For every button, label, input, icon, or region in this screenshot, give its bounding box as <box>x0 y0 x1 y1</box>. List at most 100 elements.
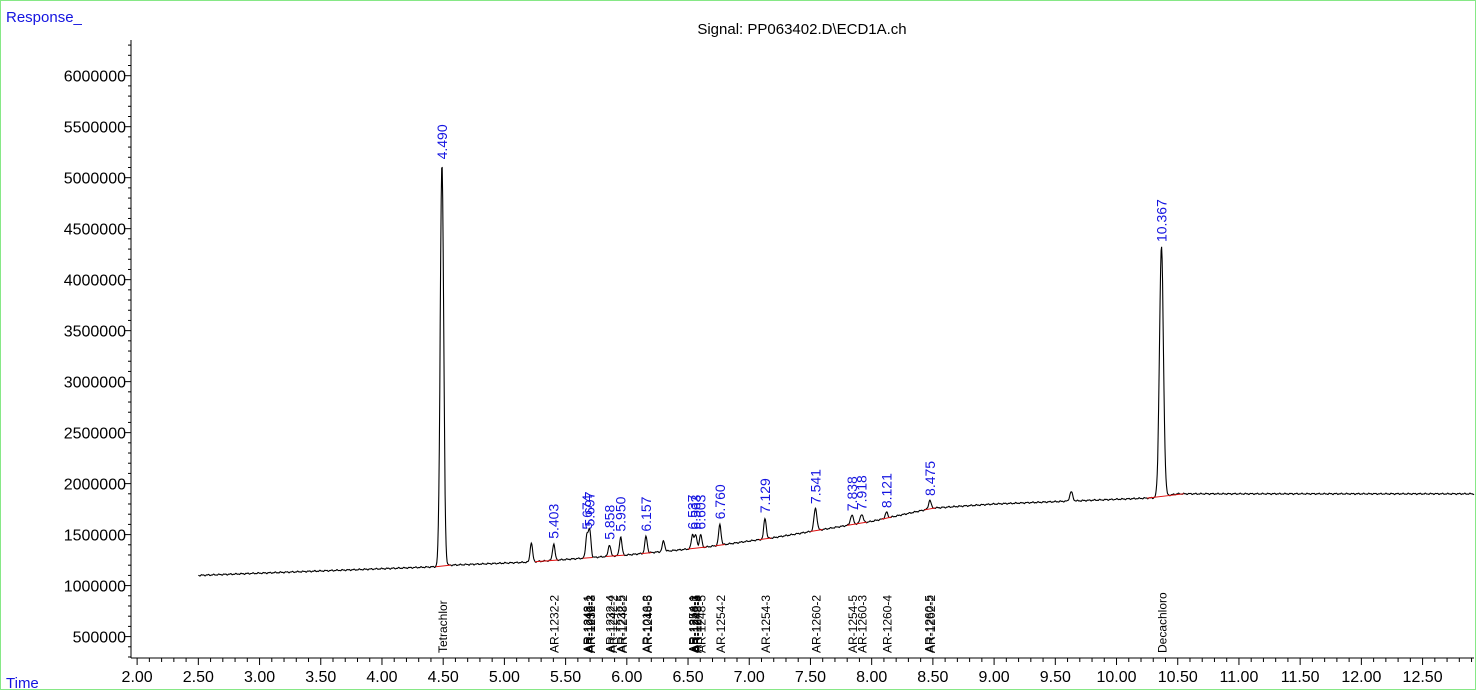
y-tick-label: 2000000 <box>64 477 126 494</box>
compound-label: AR-1260-5 <box>923 595 937 653</box>
compound-label: AR-1260-2 <box>809 595 823 653</box>
retention-time-label: 4.490 <box>434 124 450 159</box>
y-tick-label: 500000 <box>73 630 126 647</box>
x-tick-label: 2.50 <box>183 669 214 686</box>
y-tick-label: 1500000 <box>64 528 126 545</box>
compound-label: AR-1242-5 <box>690 595 704 653</box>
retention-time-label: 7.838 <box>844 476 860 511</box>
y-tick-label: 5500000 <box>64 120 126 137</box>
retention-time-label: 7.918 <box>854 475 870 510</box>
retention-time-label: 7.129 <box>757 478 773 513</box>
y-tick-label: 4500000 <box>64 222 126 239</box>
x-tick-label: 10.00 <box>1096 669 1136 686</box>
compound-label: AR-1016-3 <box>640 595 654 653</box>
baseline-segment <box>881 516 892 520</box>
retention-time-label: 5.697 <box>582 491 598 526</box>
x-tick-label: 12.50 <box>1403 669 1443 686</box>
x-tick-label: 12.00 <box>1341 669 1381 686</box>
y-axis-label: Response_ <box>6 9 83 26</box>
compound-label: AR-1254-3 <box>759 595 773 653</box>
compound-label: AR-1254-2 <box>714 595 728 653</box>
compound-label: AR-1232-2 <box>548 595 562 653</box>
baseline-segment <box>534 559 559 563</box>
x-tick-label: 10.50 <box>1158 669 1198 686</box>
compound-label: AR-1262-2 <box>924 595 938 653</box>
retention-time-label: 6.760 <box>712 484 728 519</box>
y-tick-label: 6000000 <box>64 69 126 86</box>
x-tick-label: 9.50 <box>1040 669 1071 686</box>
compound-label: AR-1242-2 <box>606 595 620 653</box>
compound-label: AR-1242-1 <box>582 595 596 653</box>
x-tick-label: 4.50 <box>428 669 459 686</box>
x-tick-label: 2.00 <box>122 669 153 686</box>
x-tick-label: 7.50 <box>795 669 826 686</box>
retention-time-label: 6.563 <box>688 494 704 529</box>
compound-label: AR-1248-2 <box>616 595 630 653</box>
x-tick-label: 6.00 <box>611 669 642 686</box>
x-tick-label: 7.00 <box>734 669 765 686</box>
x-tick-label: 3.50 <box>305 669 336 686</box>
signal-line <box>198 166 1475 577</box>
x-tick-label: 11.00 <box>1220 669 1259 686</box>
compound-label: AR-1254-1 <box>687 595 701 653</box>
x-tick-label: 5.00 <box>489 669 520 686</box>
retention-time-label: 5.403 <box>546 504 562 539</box>
axes: 500000 1000000 1500000 2000000 2500000 300000… <box>64 40 1474 686</box>
baseline-segment <box>687 546 707 550</box>
compound-label: AR-1248-4 <box>691 595 705 653</box>
baseline-segment <box>847 521 867 526</box>
x-tick-label: 8.50 <box>917 669 948 686</box>
x-tick-label: 9.00 <box>979 669 1010 686</box>
x-axis-label: Time <box>6 675 39 690</box>
baseline-segment <box>641 552 652 555</box>
x-tick-label: 6.50 <box>672 669 703 686</box>
compound-label: AR-1254-5 <box>846 595 860 653</box>
retention-time-label: 6.157 <box>638 496 654 531</box>
retention-time-label: 5.950 <box>613 496 629 531</box>
integration-baseline <box>435 493 1184 568</box>
baseline-segment <box>924 507 936 511</box>
baseline-segment <box>714 543 725 547</box>
retention-time-label: 8.121 <box>878 473 894 508</box>
compound-label: AR-1016-2 <box>584 595 598 653</box>
x-tick-label: 11.50 <box>1281 669 1320 686</box>
baseline-segment <box>435 564 451 568</box>
y-tick-label: 4000000 <box>64 273 126 290</box>
x-tick-label: 8.00 <box>856 669 887 686</box>
compound-label: AR-1248-5 <box>695 595 709 653</box>
compound-label: Decachloro <box>1155 592 1169 653</box>
compound-label: AR-1248-3 <box>688 595 702 653</box>
compound-label: AR-1232-4 <box>603 595 617 653</box>
x-tick-label: 4.00 <box>366 669 397 686</box>
y-tick-label: 5000000 <box>64 171 126 188</box>
compound-label: AR-1232-3 <box>584 595 598 653</box>
x-tick-label: 3.00 <box>244 669 275 686</box>
retention-time-label: 6.603 <box>693 494 709 529</box>
retention-time-label: 8.475 <box>922 461 938 496</box>
compound-label: AR-1248-1 <box>581 595 595 653</box>
baseline-segment <box>810 529 823 533</box>
x-tick-label: 5.50 <box>550 669 581 686</box>
retention-time-label: 6.537 <box>685 494 701 529</box>
compound-label: AR-1260-4 <box>880 595 894 653</box>
baseline-segment <box>1147 493 1184 499</box>
retention-time-label: 10.367 <box>1153 199 1169 242</box>
retention-time-label: 5.674 <box>579 494 595 529</box>
baseline-segment <box>582 556 593 559</box>
retention-time-label: 7.541 <box>807 469 823 504</box>
y-tick-label: 3500000 <box>64 324 126 341</box>
compound-label: AR-1232-5 <box>615 595 629 653</box>
baseline-segment <box>605 554 625 558</box>
compound-labels: Tetrachlor AR-1232-2 AR-1248-1AR-1242-1AR-… <box>436 592 1169 653</box>
signal-trace <box>198 166 1475 577</box>
y-tick-label: 3000000 <box>64 375 126 392</box>
compound-label: AR-1248-5 <box>641 595 655 653</box>
compound-label: Tetrachlor <box>436 600 450 653</box>
retention-time-label: 5.858 <box>601 505 617 540</box>
compound-label: AR-1260-3 <box>856 595 870 653</box>
baseline-segment <box>758 537 772 541</box>
y-tick-label: 1000000 <box>64 579 126 596</box>
y-tick-label: 2500000 <box>64 426 126 443</box>
